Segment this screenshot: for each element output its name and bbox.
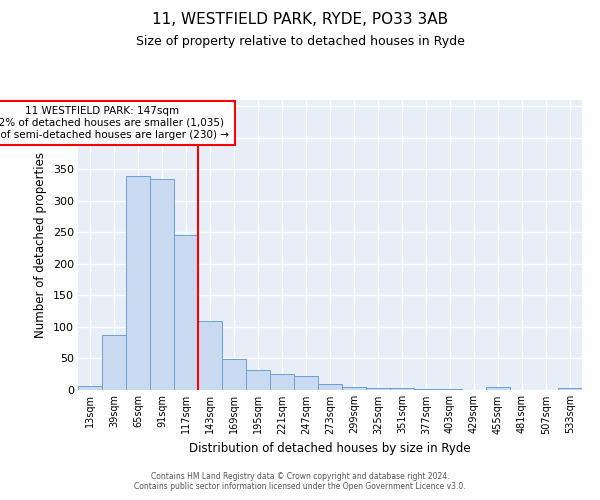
Bar (222, 359, 246, 390)
Text: Size of property relative to detached houses in Ryde: Size of property relative to detached ho… (136, 35, 464, 48)
Bar (294, 376, 318, 390)
Bar (174, 235, 198, 390)
Bar (366, 388, 390, 390)
Bar (486, 388, 510, 390)
Bar (342, 387, 366, 390)
Bar (318, 384, 342, 390)
Bar (198, 320, 222, 390)
Bar (390, 388, 414, 390)
Bar (150, 180, 174, 390)
Bar (414, 388, 438, 390)
Bar (558, 388, 582, 390)
Text: 11 WESTFIELD PARK: 147sqm
← 82% of detached houses are smaller (1,035)
18% of se: 11 WESTFIELD PARK: 147sqm ← 82% of detac… (0, 106, 229, 140)
Bar (270, 374, 294, 390)
Bar (78, 386, 102, 390)
Y-axis label: Number of detached properties: Number of detached properties (34, 152, 47, 338)
X-axis label: Distribution of detached houses by size in Ryde: Distribution of detached houses by size … (189, 442, 471, 455)
Text: 11, WESTFIELD PARK, RYDE, PO33 3AB: 11, WESTFIELD PARK, RYDE, PO33 3AB (152, 12, 448, 28)
Bar (102, 334, 126, 390)
Text: Contains HM Land Registry data © Crown copyright and database right 2024.
Contai: Contains HM Land Registry data © Crown c… (134, 472, 466, 491)
Bar (246, 370, 270, 390)
Bar (126, 176, 150, 390)
